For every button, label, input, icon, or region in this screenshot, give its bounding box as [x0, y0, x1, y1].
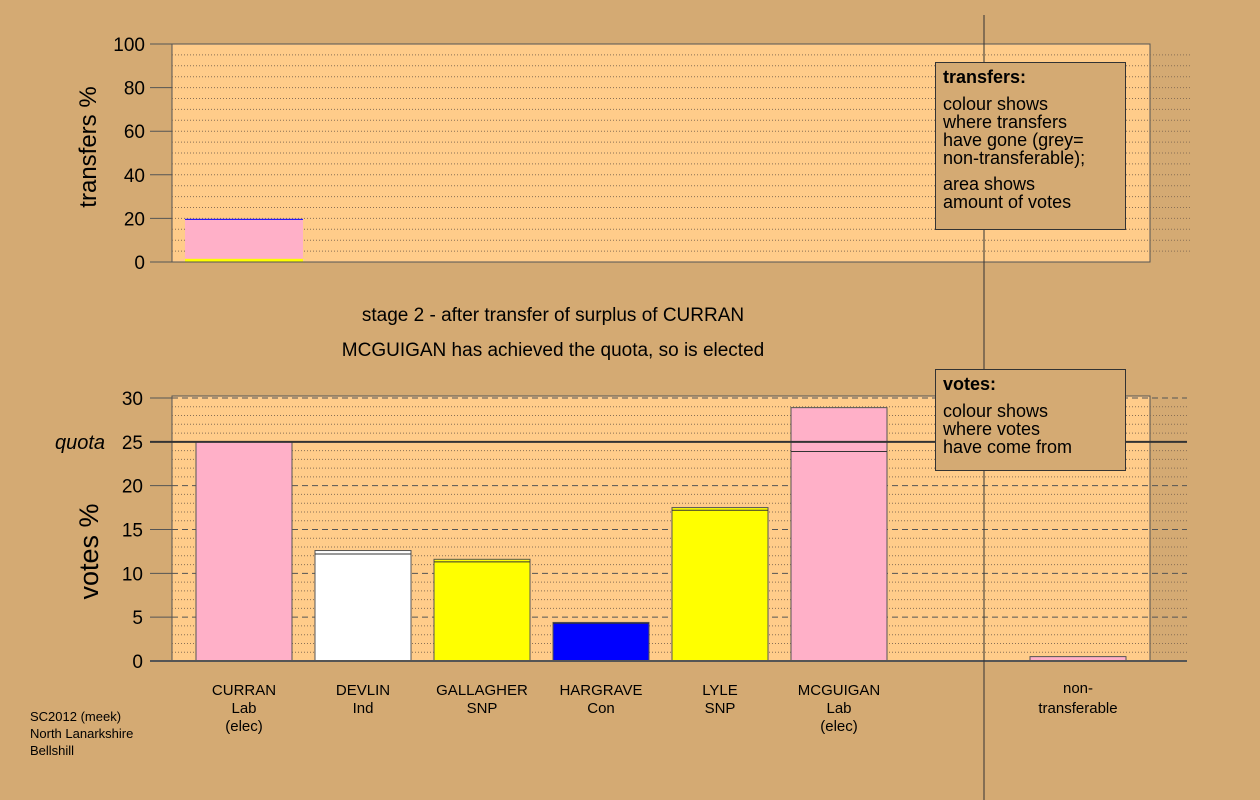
category-party: SNP	[705, 700, 736, 717]
y-axis-label: transfers %	[75, 86, 102, 207]
y-tick-label: 60	[124, 122, 145, 143]
vote-bar	[195, 441, 293, 662]
source-note: SC2012 (meek) North Lanarkshire Bellshil…	[30, 708, 133, 759]
transfers-legend-para: area shows amount of votes	[943, 175, 1118, 211]
legend-line: colour shows	[943, 401, 1049, 421]
y-tick-label: 20	[124, 209, 145, 230]
vote-bar	[314, 550, 412, 662]
category-name: MCGUIGAN	[798, 682, 881, 699]
transfer-segment	[185, 218, 303, 220]
legend-line: where votes	[943, 419, 1041, 439]
y-tick-label: 80	[124, 79, 145, 100]
source-line: SC2012 (meek)	[30, 709, 122, 724]
elected-caption: MCGUIGAN has achieved the quota, so is e…	[342, 340, 764, 361]
y-tick-label: 40	[124, 166, 145, 187]
y-tick-label: 25	[122, 433, 143, 454]
category-party: Lab	[231, 700, 256, 717]
category-name: HARGRAVE	[559, 682, 642, 699]
y-tick-label: 30	[122, 389, 143, 410]
category-party: Lab	[826, 700, 851, 717]
y-tick-label: 5	[132, 608, 143, 629]
legend-line: amount of votes	[943, 192, 1072, 212]
vote-bar	[552, 621, 650, 662]
y-tick-label: 100	[113, 35, 145, 56]
legend-line: have come from	[943, 437, 1073, 457]
votes-legend: votes: colour shows where votes have com…	[935, 369, 1126, 471]
source-line: North Lanarkshire	[30, 726, 134, 741]
y-tick-label: 0	[134, 253, 145, 274]
legend-line: have gone (grey=	[943, 130, 1084, 150]
nontransferable-label: non-	[1063, 680, 1093, 697]
transfer-segment	[185, 219, 303, 259]
legend-line: non-transferable);	[943, 148, 1086, 168]
transfers-legend-title: transfers:	[943, 67, 1027, 87]
legend-line: where transfers	[943, 112, 1068, 132]
vote-bar	[433, 558, 531, 662]
y-tick-label: 0	[132, 652, 143, 673]
legend-line: colour shows	[943, 94, 1049, 114]
y-axis-label: votes %	[74, 503, 104, 599]
category-status: (elec)	[225, 718, 263, 735]
source-line: Bellshill	[30, 743, 75, 758]
category-party: Ind	[353, 700, 374, 717]
quota-label: quota	[55, 432, 105, 454]
y-tick-label: 15	[122, 521, 143, 542]
stage-caption: stage 2 - after transfer of surplus of C…	[362, 305, 744, 326]
category-party: Con	[587, 700, 615, 717]
y-tick-label: 10	[122, 564, 143, 585]
votes-legend-para: colour shows where votes have come from	[943, 402, 1118, 456]
y-tick-label: 20	[122, 477, 143, 498]
category-name: CURRAN	[212, 682, 276, 699]
category-status: (elec)	[820, 718, 858, 735]
transfer-segment	[185, 258, 303, 262]
transfers-legend-para: colour shows where transfers have gone (…	[943, 95, 1118, 167]
nontransferable-label: transferable	[1038, 700, 1117, 717]
vote-bar	[790, 407, 888, 662]
category-name: LYLE	[702, 682, 738, 699]
votes-legend-title: votes:	[943, 374, 997, 394]
transfers-legend: transfers: colour shows where transfers …	[935, 62, 1126, 230]
category-party: SNP	[467, 700, 498, 717]
category-name: DEVLIN	[336, 682, 390, 699]
vote-bar	[671, 507, 769, 662]
category-name: GALLAGHER	[436, 682, 528, 699]
legend-line: area shows	[943, 174, 1036, 194]
